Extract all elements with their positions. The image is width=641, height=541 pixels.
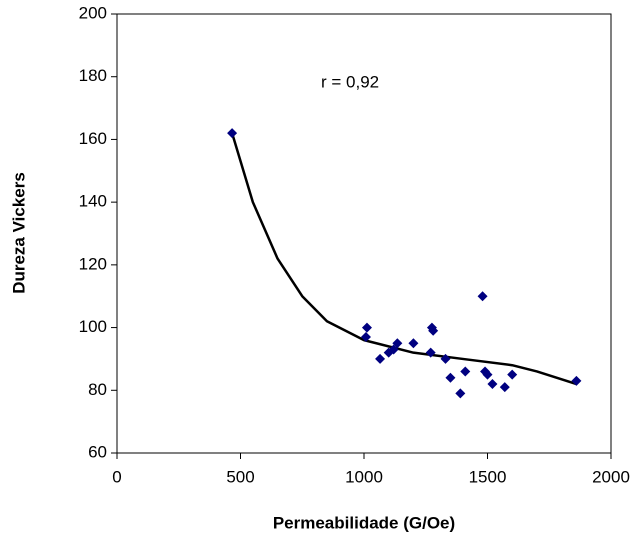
data-point: [571, 375, 582, 386]
x-tick-label: 1500: [469, 467, 507, 486]
data-point: [360, 331, 371, 342]
trend-line: [230, 132, 577, 386]
y-tick-label: 200: [79, 3, 107, 22]
y-tick-label: 120: [79, 254, 107, 273]
data-point: [440, 353, 451, 364]
x-axis-label: Permeabilidade (G/Oe): [273, 513, 455, 532]
y-tick-label: 100: [79, 317, 107, 336]
data-point: [460, 366, 471, 377]
y-tick-label: 80: [88, 380, 107, 399]
x-tick-label: 500: [226, 467, 254, 486]
data-point: [455, 388, 466, 399]
data-point: [507, 369, 518, 380]
data-point: [482, 369, 493, 380]
data-point: [425, 347, 436, 358]
y-tick-label: 140: [79, 192, 107, 211]
y-tick-label: 160: [79, 129, 107, 148]
x-tick-label: 2000: [592, 467, 630, 486]
data-point: [428, 325, 439, 336]
data-point: [392, 338, 403, 349]
y-tick-label: 60: [88, 442, 107, 461]
data-point: [445, 372, 456, 383]
data-point: [375, 353, 386, 364]
data-point: [361, 322, 372, 333]
data-point: [499, 382, 510, 393]
data-point: [477, 291, 488, 302]
data-point: [227, 128, 238, 139]
y-axis-label: Dureza Vickers: [9, 172, 28, 294]
y-tick-label: 180: [79, 66, 107, 85]
annotation: r = 0,92: [321, 72, 379, 91]
x-tick-label: 1000: [345, 467, 383, 486]
data-point: [487, 379, 498, 390]
x-tick-label: 0: [112, 467, 121, 486]
data-point: [408, 338, 419, 349]
